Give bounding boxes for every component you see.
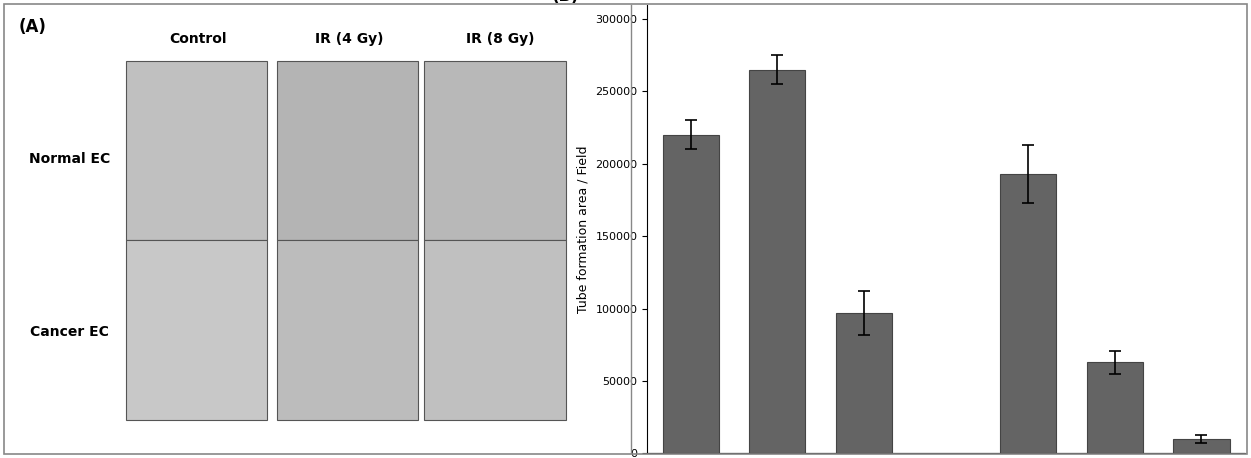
Text: Normal EC: Normal EC	[29, 153, 110, 166]
Bar	[1087, 362, 1143, 453]
Y-axis label: Tube formation area / Field: Tube formation area / Field	[577, 145, 590, 313]
Text: IR (8 Gy): IR (8 Gy)	[465, 32, 534, 45]
Bar	[126, 60, 268, 240]
Text: Control: Control	[169, 32, 226, 45]
Text: Cancer EC: Cancer EC	[30, 325, 109, 339]
Text: (A): (A)	[19, 18, 46, 36]
Text: IR (4 Gy): IR (4 Gy)	[315, 32, 383, 45]
Bar	[424, 240, 565, 420]
Bar	[836, 313, 892, 453]
Bar	[1173, 439, 1230, 453]
Bar	[126, 240, 268, 420]
Bar	[424, 60, 565, 240]
Bar	[663, 135, 719, 453]
Bar	[276, 240, 418, 420]
Bar	[749, 70, 806, 453]
Bar	[1000, 174, 1056, 453]
Bar	[276, 60, 418, 240]
Text: (B): (B)	[552, 0, 579, 5]
